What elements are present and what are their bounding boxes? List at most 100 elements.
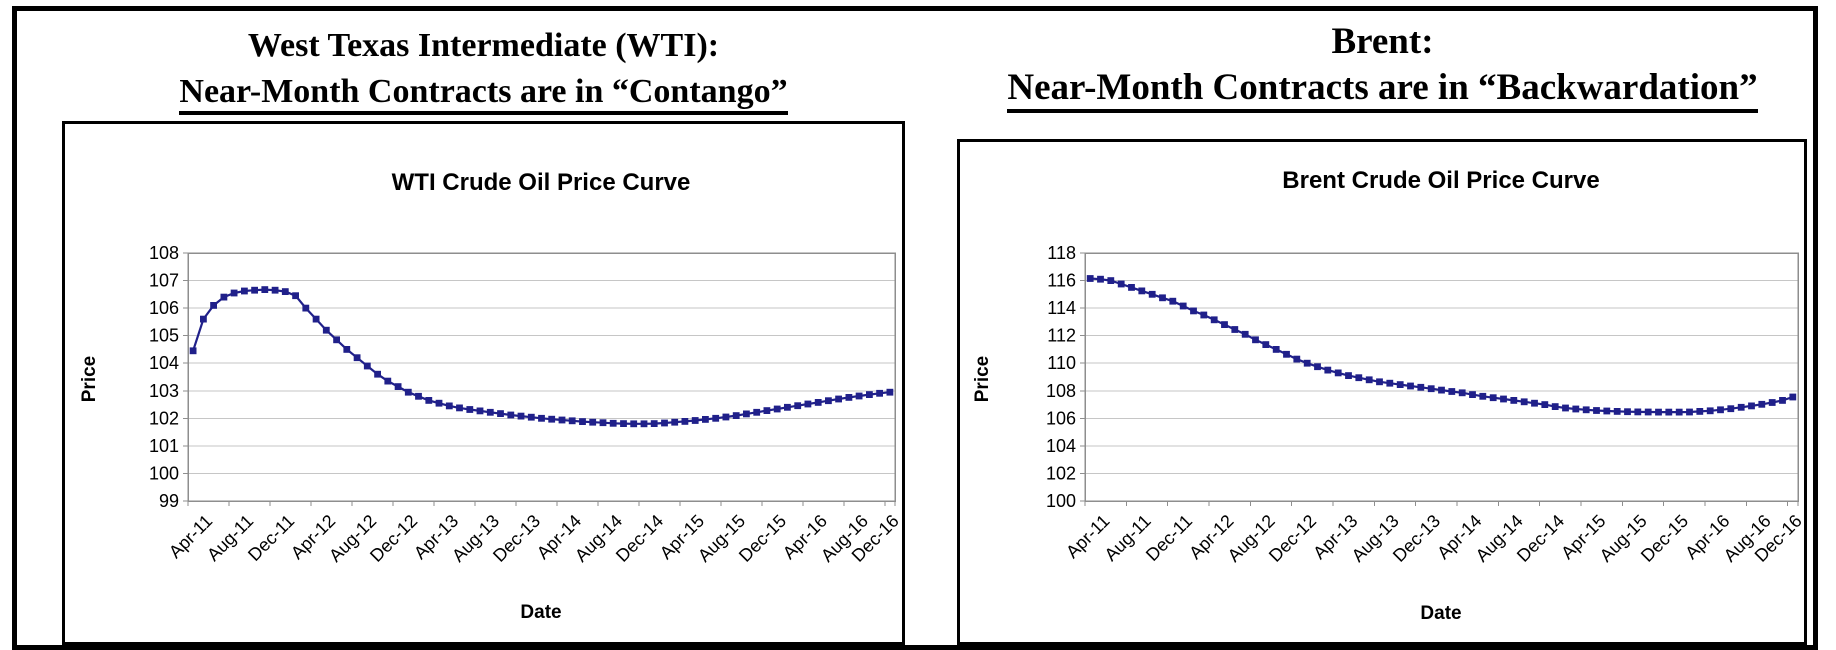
wti-data-point-marker	[384, 377, 392, 385]
brent-y-tick-label: 118	[1047, 243, 1076, 263]
wti-data-point-marker	[445, 402, 453, 410]
wti-data-point-marker	[589, 418, 597, 426]
brent-data-point-marker	[1417, 383, 1425, 391]
wti-data-point-marker	[251, 286, 258, 294]
brent-gridlines	[1085, 252, 1798, 502]
wti-data-point-marker	[773, 405, 781, 413]
wti-data-point-marker	[200, 315, 207, 323]
wti-data-point-marker	[712, 414, 720, 422]
wti-data-point-marker	[517, 412, 525, 420]
wti-data-point-marker	[804, 400, 812, 408]
brent-data-point-marker	[1758, 400, 1766, 408]
wti-series	[189, 286, 894, 428]
brent-data-point-marker	[1613, 408, 1621, 415]
wti-data-point-marker	[404, 388, 412, 396]
brent-data-point-marker	[1086, 275, 1094, 282]
wti-data-point-marker	[353, 354, 361, 362]
wti-data-point-marker	[230, 289, 238, 297]
wti-data-point-marker	[343, 346, 351, 353]
brent-data-point-marker	[1117, 280, 1125, 288]
brent-data-point-marker	[1221, 321, 1228, 328]
brent-data-point-marker	[1376, 378, 1383, 386]
wti-y-tick-label: 100	[149, 463, 179, 483]
brent-x-axis: Apr-11Aug-11Dec-11Apr-12Aug-12Dec-12Apr-…	[1062, 501, 1804, 566]
brent-data-point-marker	[1262, 341, 1270, 348]
wti-data-point-marker	[363, 362, 371, 370]
wti-data-point-marker	[476, 407, 484, 415]
wti-data-point-marker	[876, 389, 883, 397]
wti-heading-line1: West Texas Intermediate (WTI):	[247, 27, 720, 64]
wti-data-point-marker	[599, 419, 607, 427]
brent-data-point-marker	[1303, 359, 1311, 367]
wti-y-tick-label: 99	[159, 491, 179, 511]
brent-data-point-marker	[1427, 385, 1435, 393]
wti-x-axis: Apr-11Aug-11Dec-11Apr-12Aug-12Dec-12Apr-…	[165, 501, 902, 566]
wti-data-point-marker	[825, 397, 832, 405]
brent-data-point-marker	[1686, 408, 1693, 416]
wti-data-point-marker	[527, 413, 535, 421]
brent-data-point-marker	[1438, 386, 1445, 394]
brent-data-point-marker	[1665, 408, 1673, 416]
wti-y-tick-label: 106	[149, 298, 179, 318]
wti-data-point-marker	[794, 402, 802, 410]
brent-x-axis-title: Date	[1420, 603, 1461, 624]
wti-x-axis-title: Date	[520, 602, 561, 623]
brent-data-point-marker	[1345, 372, 1352, 379]
wti-data-point-marker	[609, 419, 617, 427]
brent-y-tick-label: 114	[1047, 298, 1076, 318]
brent-x-tick-label: Dec-15	[1637, 511, 1692, 566]
wti-y-axis: 99 100 101 102 103 104 105 106 107 108	[149, 243, 188, 511]
brent-data-point-marker	[1148, 290, 1156, 298]
brent-data-point-marker	[1396, 381, 1404, 388]
brent-data-point-marker	[1644, 408, 1652, 416]
brent-data-point-marker	[1541, 401, 1549, 408]
brent-y-tick-label: 106	[1046, 408, 1076, 428]
brent-data-point-marker	[1407, 382, 1414, 390]
brent-data-point-marker	[1520, 398, 1528, 406]
wti-data-point-marker	[568, 417, 576, 425]
wti-data-point-marker	[374, 370, 381, 378]
brent-data-point-marker	[1479, 392, 1487, 400]
brent-chart-box: 100 102 104 106 108 110 112 114 116 118 Apr-11 Aug-…	[957, 139, 1807, 645]
brent-series	[1086, 275, 1797, 416]
wti-data-point-marker	[855, 392, 863, 400]
wti-data-point-marker	[466, 406, 474, 413]
wti-data-point-marker	[732, 412, 740, 419]
wti-data-point-marker	[691, 417, 699, 424]
wti-data-point-marker	[271, 286, 279, 294]
wti-data-point-marker	[312, 315, 320, 323]
brent-data-point-marker	[1386, 379, 1394, 387]
brent-data-point-marker	[1324, 366, 1332, 374]
wti-y-tick-label: 101	[149, 436, 179, 456]
wti-data-point-marker	[722, 413, 730, 421]
wti-y-axis-title: Price	[79, 356, 100, 402]
wti-heading-line2: Near-Month Contracts are in “Contango”	[62, 69, 905, 115]
wti-data-point-marker	[189, 347, 197, 355]
brent-y-tick-label: 100	[1046, 491, 1076, 511]
brent-data-point-marker	[1634, 408, 1642, 416]
brent-data-point-marker	[1252, 336, 1259, 344]
brent-data-point-marker	[1097, 275, 1104, 283]
brent-data-point-marker	[1241, 330, 1249, 338]
brent-data-point-marker	[1727, 405, 1735, 413]
brent-y-tick-label: 116	[1047, 271, 1076, 291]
brent-data-point-marker	[1272, 346, 1280, 353]
brent-data-point-marker	[1231, 326, 1239, 333]
brent-data-point-marker	[1593, 407, 1600, 414]
brent-data-point-marker	[1489, 394, 1497, 402]
wti-data-point-marker	[681, 418, 689, 425]
brent-x-tick-label: Dec-13	[1389, 511, 1444, 566]
brent-data-point-marker	[1458, 389, 1466, 397]
brent-data-point-marker	[1624, 408, 1631, 416]
wti-x-tick-label: Dec-11	[244, 511, 298, 565]
wti-data-point-marker	[743, 410, 750, 418]
wti-data-point-marker	[640, 420, 648, 428]
wti-data-point-marker	[292, 292, 299, 300]
wti-data-point-marker	[763, 407, 771, 414]
wti-data-point-marker	[784, 403, 791, 411]
brent-data-point-marker	[1572, 405, 1580, 413]
brent-plot-border	[1084, 252, 1799, 502]
wti-data-point-marker	[538, 414, 545, 422]
brent-data-point-marker	[1789, 393, 1797, 401]
wti-y-tick-label: 108	[149, 243, 179, 263]
